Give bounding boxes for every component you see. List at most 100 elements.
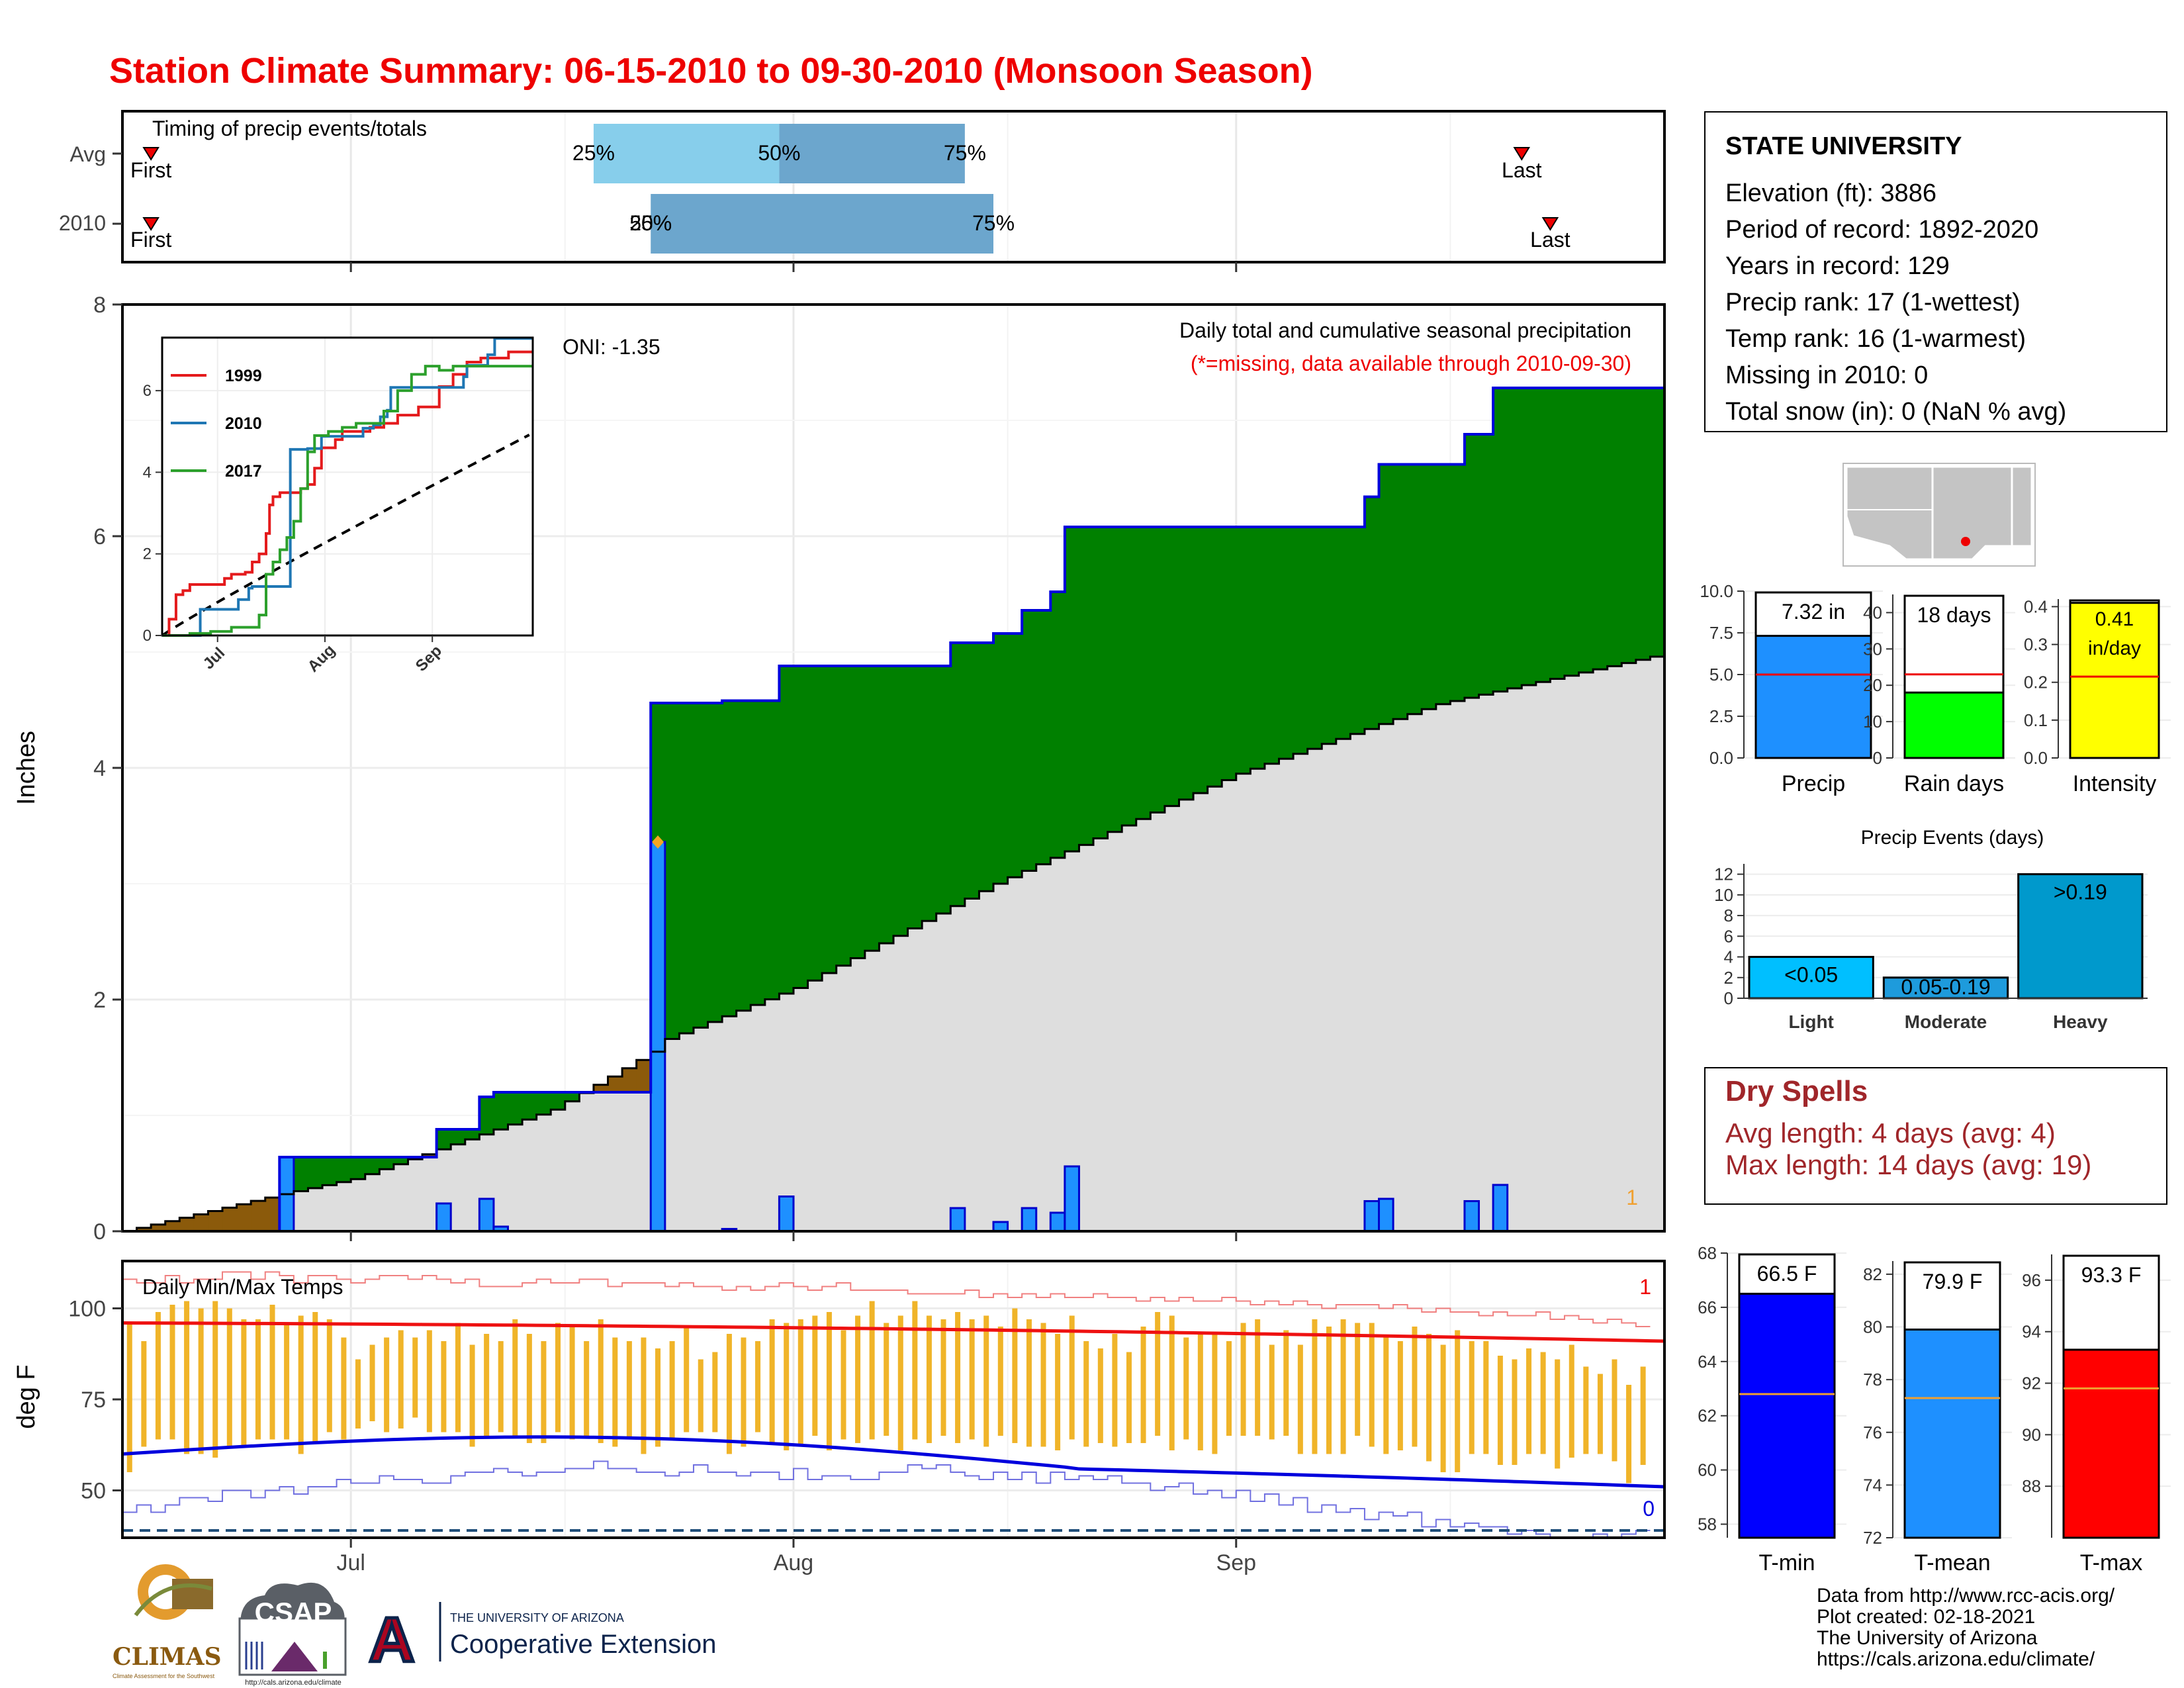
mini-value-bar (1738, 1292, 1836, 1539)
events-value-label: 0.05-0.19 (1901, 975, 1990, 999)
mini-y-tick-label: 0.3 (2024, 635, 2048, 655)
temp-panel: 50 75 100 Daily Min/Max Temps deg F 1 0 (13, 1260, 1666, 1539)
footer-line-3: The University of Arizona (1817, 1627, 2038, 1649)
daily-temp-bar (1526, 1348, 1532, 1454)
surplus-fill (451, 1129, 466, 1145)
max-daily-marker (652, 835, 664, 849)
mini-value-label: 0.41 (2095, 608, 2134, 630)
temp-title: Daily Min/Max Temps (142, 1275, 343, 1299)
daily-temp-bar (1497, 1356, 1503, 1465)
daily-temp-bar (1083, 1341, 1089, 1447)
daily-temp-bar (684, 1327, 690, 1432)
daily-temp-bar (355, 1359, 361, 1429)
station-temp-rank: Temp rank: 16 (1-warmest) (1725, 325, 2026, 353)
daily-precip-bar (778, 1196, 795, 1233)
daily-temp-bar (1055, 1334, 1061, 1450)
mini-value-bar (2062, 1348, 2160, 1539)
station-years: Years in record: 129 (1725, 252, 1950, 280)
timing-label: Timing of precip events/totals (152, 117, 427, 140)
daily-precip-bar (1363, 1200, 1381, 1233)
daily-temp-bar (1626, 1385, 1632, 1483)
deficit-fill (193, 1214, 209, 1231)
daily-temp-bar (926, 1315, 932, 1443)
daily-precip-bar (1463, 1200, 1480, 1233)
daily-temp-bar (212, 1301, 218, 1458)
surplus-fill (707, 703, 723, 1022)
station-snow: Total snow (in): 0 (NaN % avg) (1725, 398, 2067, 426)
temp-ylabel: deg F (13, 1364, 40, 1429)
daily-temp-bar (469, 1344, 475, 1447)
surplus-fill (465, 1129, 480, 1140)
daily-temp-bar (1583, 1366, 1589, 1454)
surplus-fill (693, 703, 709, 1028)
mini-y-tick-label: 74 (1863, 1475, 1882, 1495)
daily-temp-bar (455, 1323, 461, 1432)
inset-series-2010 (162, 337, 533, 637)
mini-y-tick-label: 90 (2022, 1425, 2041, 1444)
timing-marker-first (142, 147, 159, 161)
inset-legend-label: 2010 (225, 414, 262, 433)
record-max-line (122, 1271, 1651, 1327)
timing-marker-last (1513, 147, 1531, 161)
surplus-fill (1007, 633, 1023, 878)
daily-temp-bar (1540, 1352, 1546, 1454)
daily-temp-bar (855, 1315, 861, 1443)
dry-spells-title: Dry Spells (1725, 1075, 1868, 1107)
x-tick-label: Aug (774, 1550, 814, 1575)
mini-panel-t-min: 58 60 62 64 66 68 66.5 F T-min (1698, 1243, 1846, 1575)
mini-y-tick-label: 0.4 (2024, 596, 2048, 616)
daily-temp-bar (1226, 1341, 1232, 1436)
record-high-count: 1 (1639, 1275, 1651, 1299)
mini-y-tick-label: 40 (1863, 602, 1882, 622)
station-info-box: STATE UNIVERSITY Elevation (ft): 3886 Pe… (1704, 111, 2167, 432)
station-location-dot (1961, 537, 1970, 546)
daily-temp-bar (1026, 1319, 1032, 1447)
daily-temp-bar (426, 1330, 432, 1432)
mini-panel-name: Intensity (2073, 771, 2157, 796)
surplus-fill (379, 1157, 394, 1170)
mini-y-tick-label: 20 (1863, 675, 1882, 695)
deficit-fill (422, 1154, 437, 1157)
mini-value-bar (2069, 602, 2160, 759)
timing-bar-25-50 (593, 124, 780, 183)
ua-logo: A THE UNIVERSITY OF ARIZONA Cooperative … (367, 1602, 716, 1677)
mini-value-label: 79.9 F (1923, 1270, 1983, 1293)
events-y-tick-label: 6 (1724, 926, 1733, 946)
inset-normal-line (161, 434, 530, 637)
surplus-fill (1507, 388, 1522, 688)
timing-panel: Timing of precip events/totals Avg 2010 … (59, 110, 1666, 263)
deficit-fill (636, 1060, 651, 1092)
deficit-fill (622, 1068, 637, 1092)
daily-temp-bar (398, 1330, 404, 1429)
surplus-fill (764, 700, 780, 1000)
daily-precip-bar (949, 1207, 966, 1233)
events-title: Precip Events (days) (1861, 827, 2044, 849)
mini-value-bar (1903, 691, 2005, 759)
daily-temp-bar (940, 1319, 946, 1436)
surplus-fill (1322, 527, 1337, 744)
deficit-fill (136, 1227, 152, 1231)
surplus-fill (1393, 464, 1408, 720)
deficit-fill (265, 1197, 280, 1231)
y-tick-label: 0 (93, 1219, 106, 1244)
surplus-fill (322, 1157, 338, 1186)
record-low-count: 0 (1643, 1497, 1655, 1521)
daily-temp-bar (884, 1323, 889, 1436)
inset-legend-label: 2017 (225, 462, 262, 481)
mini-panel-name: T-max (2080, 1550, 2142, 1575)
csap-text: CSAP (255, 1597, 332, 1628)
inset-y-tick-label: 2 (143, 545, 152, 563)
surplus-fill (751, 700, 766, 1006)
footer-line-2: Plot created: 02-18-2021 (1817, 1606, 2035, 1628)
surplus-fill (679, 703, 694, 1033)
mini-y-tick-label: 92 (2022, 1374, 2041, 1393)
surplus-fill (1422, 464, 1437, 710)
normal-cumulative-line (122, 655, 1664, 1233)
mini-value-label: 66.5 F (1757, 1262, 1817, 1286)
station-name: STATE UNIVERSITY (1725, 132, 1962, 160)
daily-temp-bar (1183, 1337, 1189, 1440)
precip-annotation-title: Daily total and cumulative seasonal prec… (1179, 318, 1631, 342)
page-title: Station Climate Summary: 06-15-2010 to 0… (109, 51, 1313, 91)
